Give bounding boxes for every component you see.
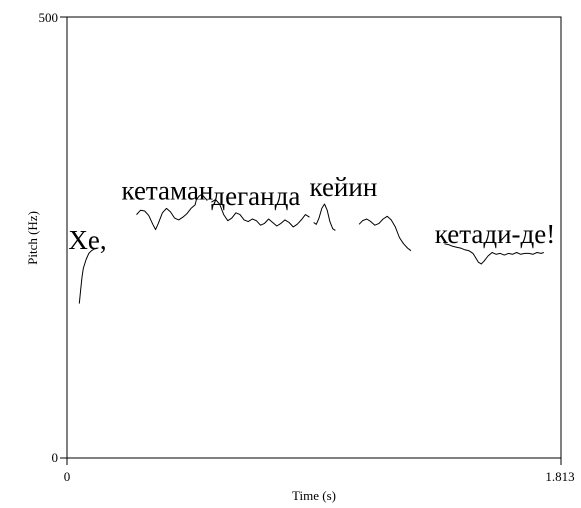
x-tick-max-label: 1.813 [545, 469, 574, 484]
word-label-5: кетади-де! [435, 219, 555, 249]
pitch-contour-segment-4 [313, 203, 336, 231]
word-label-3: деганда [211, 181, 300, 211]
y-tick-min-label: 0 [52, 450, 59, 465]
pitch-contour-group [78, 193, 544, 304]
pitch-contour-segment-3 [211, 199, 310, 228]
plot-frame [66, 16, 562, 459]
word-label-4: кейин [310, 172, 378, 202]
y-tick-max-label: 500 [39, 10, 59, 25]
x-tick-min-label: 0 [64, 469, 71, 484]
word-label-1: Хе, [68, 225, 106, 255]
pitch-contour-segment-6 [444, 243, 544, 265]
x-axis-title: Time (s) [292, 488, 336, 503]
pitch-contour-segment-5 [358, 215, 412, 252]
word-label-2: кетаман [122, 176, 214, 206]
y-axis-title: Pitch (Hz) [25, 211, 40, 265]
pitch-contour-segment-1 [78, 247, 98, 304]
pitch-contour-segment-2 [136, 193, 208, 231]
